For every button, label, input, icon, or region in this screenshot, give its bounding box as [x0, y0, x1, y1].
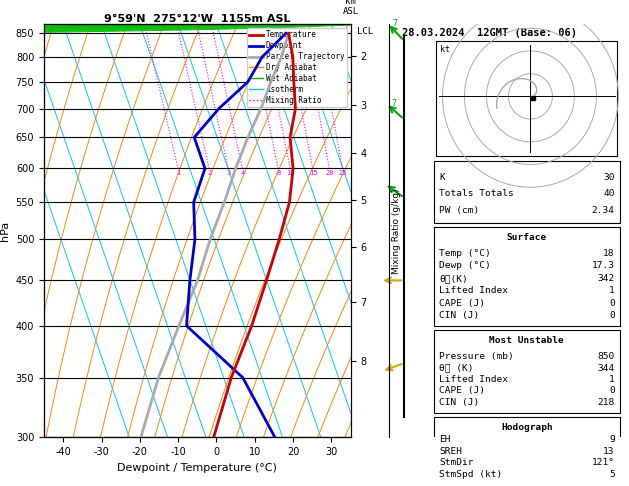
Text: 17.3: 17.3 [592, 261, 615, 271]
Text: 30: 30 [603, 173, 615, 182]
Text: 1: 1 [609, 286, 615, 295]
Text: 15: 15 [309, 171, 318, 176]
Text: Most Unstable: Most Unstable [489, 336, 564, 345]
Text: 218: 218 [598, 398, 615, 407]
Y-axis label: hPa: hPa [0, 221, 10, 241]
Text: CIN (J): CIN (J) [439, 311, 479, 320]
Text: 0: 0 [609, 298, 615, 308]
Text: 28.03.2024  12GMT (Base: 06): 28.03.2024 12GMT (Base: 06) [402, 29, 577, 38]
Text: EH: EH [439, 435, 450, 444]
Text: 8: 8 [276, 171, 281, 176]
Text: 10: 10 [286, 171, 295, 176]
Text: 344: 344 [598, 364, 615, 373]
Text: 1: 1 [609, 375, 615, 384]
Text: CAPE (J): CAPE (J) [439, 386, 485, 396]
Text: Hodograph: Hodograph [501, 422, 553, 432]
Text: 9: 9 [609, 435, 615, 444]
Text: StmDir: StmDir [439, 458, 474, 468]
Text: 342: 342 [598, 274, 615, 283]
Title: 9°59'N  275°12'W  1155m ASL: 9°59'N 275°12'W 1155m ASL [104, 14, 291, 23]
Text: CAPE (J): CAPE (J) [439, 298, 485, 308]
Text: 4: 4 [240, 171, 245, 176]
Y-axis label: Mixing Ratio (g/kg): Mixing Ratio (g/kg) [392, 188, 401, 274]
Text: 0: 0 [609, 311, 615, 320]
Text: Pressure (mb): Pressure (mb) [439, 352, 514, 362]
Text: Totals Totals: Totals Totals [439, 189, 514, 198]
Text: kt: kt [440, 45, 450, 54]
Text: 121°: 121° [592, 458, 615, 468]
Text: 13: 13 [603, 447, 615, 456]
Text: 7: 7 [391, 99, 396, 108]
X-axis label: Dewpoint / Temperature (°C): Dewpoint / Temperature (°C) [118, 463, 277, 473]
Text: 18: 18 [603, 249, 615, 258]
Text: Lifted Index: Lifted Index [439, 286, 508, 295]
Text: Temp (°C): Temp (°C) [439, 249, 491, 258]
Text: 2: 2 [208, 171, 211, 176]
Text: θᴇ(K): θᴇ(K) [439, 274, 467, 283]
Text: LCL: LCL [357, 27, 373, 35]
Text: Dewp (°C): Dewp (°C) [439, 261, 491, 271]
Text: 850: 850 [598, 352, 615, 362]
Text: StmSpd (kt): StmSpd (kt) [439, 470, 502, 479]
Legend: Temperature, Dewpoint, Parcel Trajectory, Dry Adiabat, Wet Adiabat, Isotherm, Mi: Temperature, Dewpoint, Parcel Trajectory… [247, 28, 347, 107]
Text: K: K [439, 173, 445, 182]
Text: 25: 25 [338, 171, 347, 176]
Text: SREH: SREH [439, 447, 462, 456]
Text: 40: 40 [603, 189, 615, 198]
Text: 7: 7 [392, 19, 398, 28]
Text: 2.34: 2.34 [592, 206, 615, 215]
Text: Lifted Index: Lifted Index [439, 375, 508, 384]
Text: 1: 1 [176, 171, 181, 176]
Text: PW (cm): PW (cm) [439, 206, 479, 215]
Text: θᴇ (K): θᴇ (K) [439, 364, 474, 373]
Text: Surface: Surface [507, 232, 547, 242]
Text: CIN (J): CIN (J) [439, 398, 479, 407]
Text: 3: 3 [226, 171, 231, 176]
Text: 20: 20 [325, 171, 334, 176]
Text: km
ASL: km ASL [343, 0, 359, 16]
Text: 5: 5 [609, 470, 615, 479]
Text: 0: 0 [609, 386, 615, 396]
